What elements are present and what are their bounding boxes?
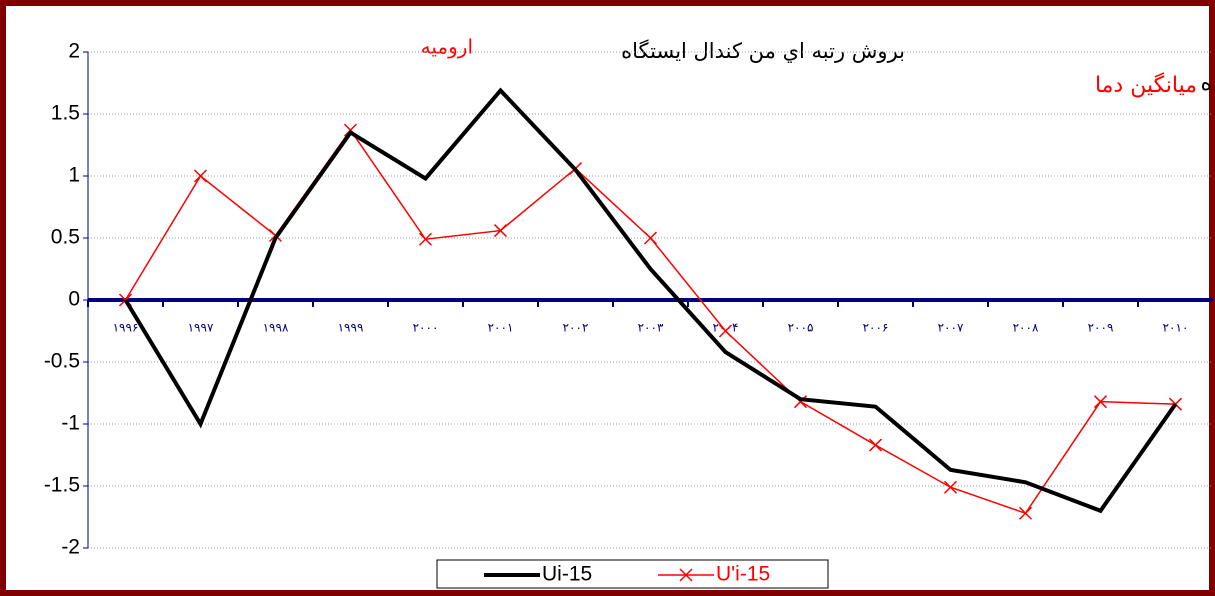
annotation: ه [1200,71,1212,96]
y-tick-label: 1 [68,164,80,187]
x-tick-label: ۱۹۹۶ [113,321,139,335]
x-tick-label: ۲۰۰۲ [563,321,589,335]
y-tick-label: 2 [68,40,80,63]
x-tick-label: ۱۹۹۹ [338,321,364,335]
x-tick-label: ۲۰۱۰ [1163,321,1189,335]
x-tick-label: ۲۰۰۷ [938,321,964,335]
y-tick-label: -1.5 [44,474,80,497]
x-tick-label: ۲۰۰۱ [488,321,514,335]
legend-label: Ui-15 [542,563,592,586]
marker [870,439,882,451]
subtitle: ميانگين دما [1095,72,1197,98]
y-tick-label: 1.5 [51,102,80,125]
x-tick-label: ۱۹۹۸ [263,321,289,335]
y-tick-label: -1 [61,412,80,435]
y-tick-label: -0.5 [44,350,80,373]
chart-title: بروش رتبه اي من كندال ايستگاه [621,39,905,63]
legend-label: U'i-15 [716,563,770,586]
x-tick-label: ۲۰۰۰ [413,321,439,335]
x-tick-label: ۲۰۰۵ [788,321,814,335]
marker [1020,507,1032,519]
station: اروميه [421,35,473,59]
x-tick-label: ۲۰۰۴ [713,321,739,335]
x-tick-label: ۲۰۰۸ [1013,321,1039,335]
y-tick-label: -2 [61,536,80,559]
x-tick-label: ۲۰۰۶ [863,321,889,335]
x-tick-label: ۲۰۰۳ [638,321,664,335]
marker [945,481,957,493]
x-tick-label: ۱۹۹۷ [188,321,214,335]
y-tick-label: 0.5 [51,226,80,249]
legend: Ui-15 U'i-15 [437,560,828,588]
y-tick-label: 0 [68,288,80,311]
x-tick-label: ۲۰۰۹ [1088,321,1114,335]
chart: ه ميانگين دما بروش رتبه اي من كندال ايست… [0,0,1215,596]
